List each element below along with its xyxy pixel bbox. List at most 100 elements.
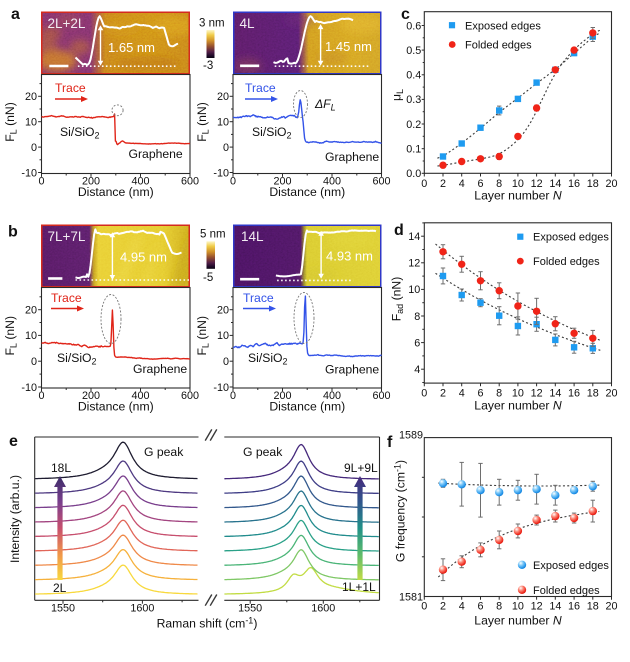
svg-text:0: 0 (223, 356, 229, 368)
svg-text:10: 10 (217, 330, 229, 342)
svg-text:0: 0 (421, 601, 427, 613)
svg-text:600: 600 (372, 390, 390, 402)
svg-text:20: 20 (25, 91, 37, 103)
svg-text:20: 20 (605, 601, 617, 613)
svg-text:0: 0 (230, 175, 236, 187)
svg-text:1L+1L: 1L+1L (342, 580, 376, 594)
svg-text:-10: -10 (213, 382, 229, 394)
svg-text:Exposed edges: Exposed edges (533, 232, 609, 244)
svg-text:2L+2L: 2L+2L (48, 16, 86, 31)
svg-text:Si/SiO2: Si/SiO2 (60, 125, 100, 141)
svg-text:0.6: 0.6 (406, 20, 421, 32)
svg-text:9L+9L: 9L+9L (344, 461, 378, 475)
svg-text:600: 600 (372, 175, 390, 187)
svg-text:0: 0 (38, 175, 44, 187)
svg-text:2: 2 (440, 178, 446, 190)
svg-text:200: 200 (273, 390, 291, 402)
svg-text:Graphene: Graphene (325, 150, 379, 164)
svg-text:200: 200 (82, 390, 100, 402)
svg-text:-5: -5 (203, 272, 213, 284)
svg-text:-10: -10 (21, 382, 37, 394)
svg-text:-10: -10 (213, 167, 229, 179)
svg-text:Folded edges: Folded edges (533, 585, 600, 597)
svg-text:0.5: 0.5 (406, 45, 421, 57)
svg-text:1600: 1600 (130, 603, 154, 615)
svg-text:4: 4 (459, 388, 465, 400)
svg-text:8: 8 (496, 601, 502, 613)
svg-text:200: 200 (273, 175, 291, 187)
svg-text:1.45 nm: 1.45 nm (325, 39, 372, 54)
svg-text:600: 600 (181, 390, 199, 402)
svg-text:Graphene: Graphene (129, 147, 183, 161)
svg-text:Distance (nm): Distance (nm) (78, 185, 154, 199)
svg-text:Distance (nm): Distance (nm) (269, 185, 345, 199)
svg-text:b: b (8, 224, 18, 241)
svg-text:Layer number N: Layer number N (474, 189, 562, 203)
svg-text:20: 20 (25, 304, 37, 316)
svg-text:400: 400 (323, 175, 341, 187)
svg-text:0: 0 (223, 142, 229, 154)
svg-text:4: 4 (459, 178, 465, 190)
svg-text:10: 10 (217, 117, 229, 129)
svg-text:14: 14 (549, 601, 561, 613)
svg-text:10: 10 (512, 388, 524, 400)
svg-text:6: 6 (477, 388, 483, 400)
svg-text:4.93 nm: 4.93 nm (326, 249, 373, 264)
svg-text:-3: -3 (203, 60, 213, 72)
svg-text:G peak: G peak (144, 445, 184, 459)
svg-text:0: 0 (421, 388, 427, 400)
svg-text:1550: 1550 (238, 603, 262, 615)
svg-text:-10: -10 (21, 167, 37, 179)
svg-text:200: 200 (82, 175, 100, 187)
svg-text:f: f (387, 434, 393, 451)
svg-text:Intensity (arb.u.): Intensity (arb.u.) (8, 475, 22, 563)
svg-text:Fad (nN): Fad (nN) (390, 277, 406, 322)
svg-text:FL (nN): FL (nN) (3, 316, 19, 356)
svg-text:2: 2 (440, 601, 446, 613)
svg-text:16: 16 (568, 388, 580, 400)
svg-text:Exposed edges: Exposed edges (533, 560, 609, 572)
svg-text:20: 20 (605, 388, 617, 400)
svg-text:2: 2 (440, 388, 446, 400)
svg-text:5 nm: 5 nm (200, 229, 226, 241)
svg-text:Si/SiO2: Si/SiO2 (252, 125, 292, 141)
svg-text:20: 20 (217, 91, 229, 103)
svg-text:10: 10 (512, 601, 524, 613)
svg-text:10: 10 (512, 178, 524, 190)
svg-text:Graphene: Graphene (325, 363, 379, 377)
svg-text:600: 600 (181, 175, 199, 187)
svg-text:0: 0 (421, 178, 427, 190)
svg-text:Trace: Trace (243, 291, 274, 305)
svg-text:1581: 1581 (399, 591, 423, 603)
svg-text:6: 6 (477, 601, 483, 613)
svg-text:3 nm: 3 nm (199, 17, 225, 29)
svg-text:0: 0 (230, 390, 236, 402)
svg-text:4.95 nm: 4.95 nm (120, 250, 167, 265)
svg-text:1550: 1550 (51, 603, 75, 615)
svg-text:Layer number N: Layer number N (474, 399, 562, 413)
svg-text:10: 10 (25, 330, 37, 342)
svg-text:14L: 14L (241, 229, 264, 244)
svg-text:Trace: Trace (51, 291, 82, 305)
svg-text:FL (nN): FL (nN) (195, 102, 211, 142)
svg-text:12: 12 (531, 178, 543, 190)
svg-text:Raman shift (cm-1): Raman shift (cm-1) (157, 616, 258, 631)
svg-text:a: a (11, 6, 20, 23)
svg-text:8: 8 (414, 311, 420, 323)
svg-text:18: 18 (587, 178, 599, 190)
svg-text:4: 4 (414, 364, 420, 376)
svg-text:14: 14 (549, 388, 561, 400)
svg-text:1.65 nm: 1.65 nm (108, 40, 155, 55)
svg-text:6: 6 (477, 178, 483, 190)
svg-text:ΔFL: ΔFL (314, 97, 336, 113)
svg-text:1600: 1600 (311, 603, 335, 615)
svg-text:16: 16 (568, 601, 580, 613)
svg-text:Si/SiO2: Si/SiO2 (248, 351, 288, 367)
svg-text:400: 400 (131, 390, 149, 402)
svg-text:G frequency (cm-1): G frequency (cm-1) (393, 460, 408, 562)
svg-text:7L+7L: 7L+7L (48, 229, 86, 244)
svg-text:12: 12 (408, 258, 420, 270)
svg-text:Si/SiO2: Si/SiO2 (57, 351, 97, 367)
svg-text:Distance (nm): Distance (nm) (269, 400, 345, 414)
svg-text:14: 14 (408, 231, 420, 243)
